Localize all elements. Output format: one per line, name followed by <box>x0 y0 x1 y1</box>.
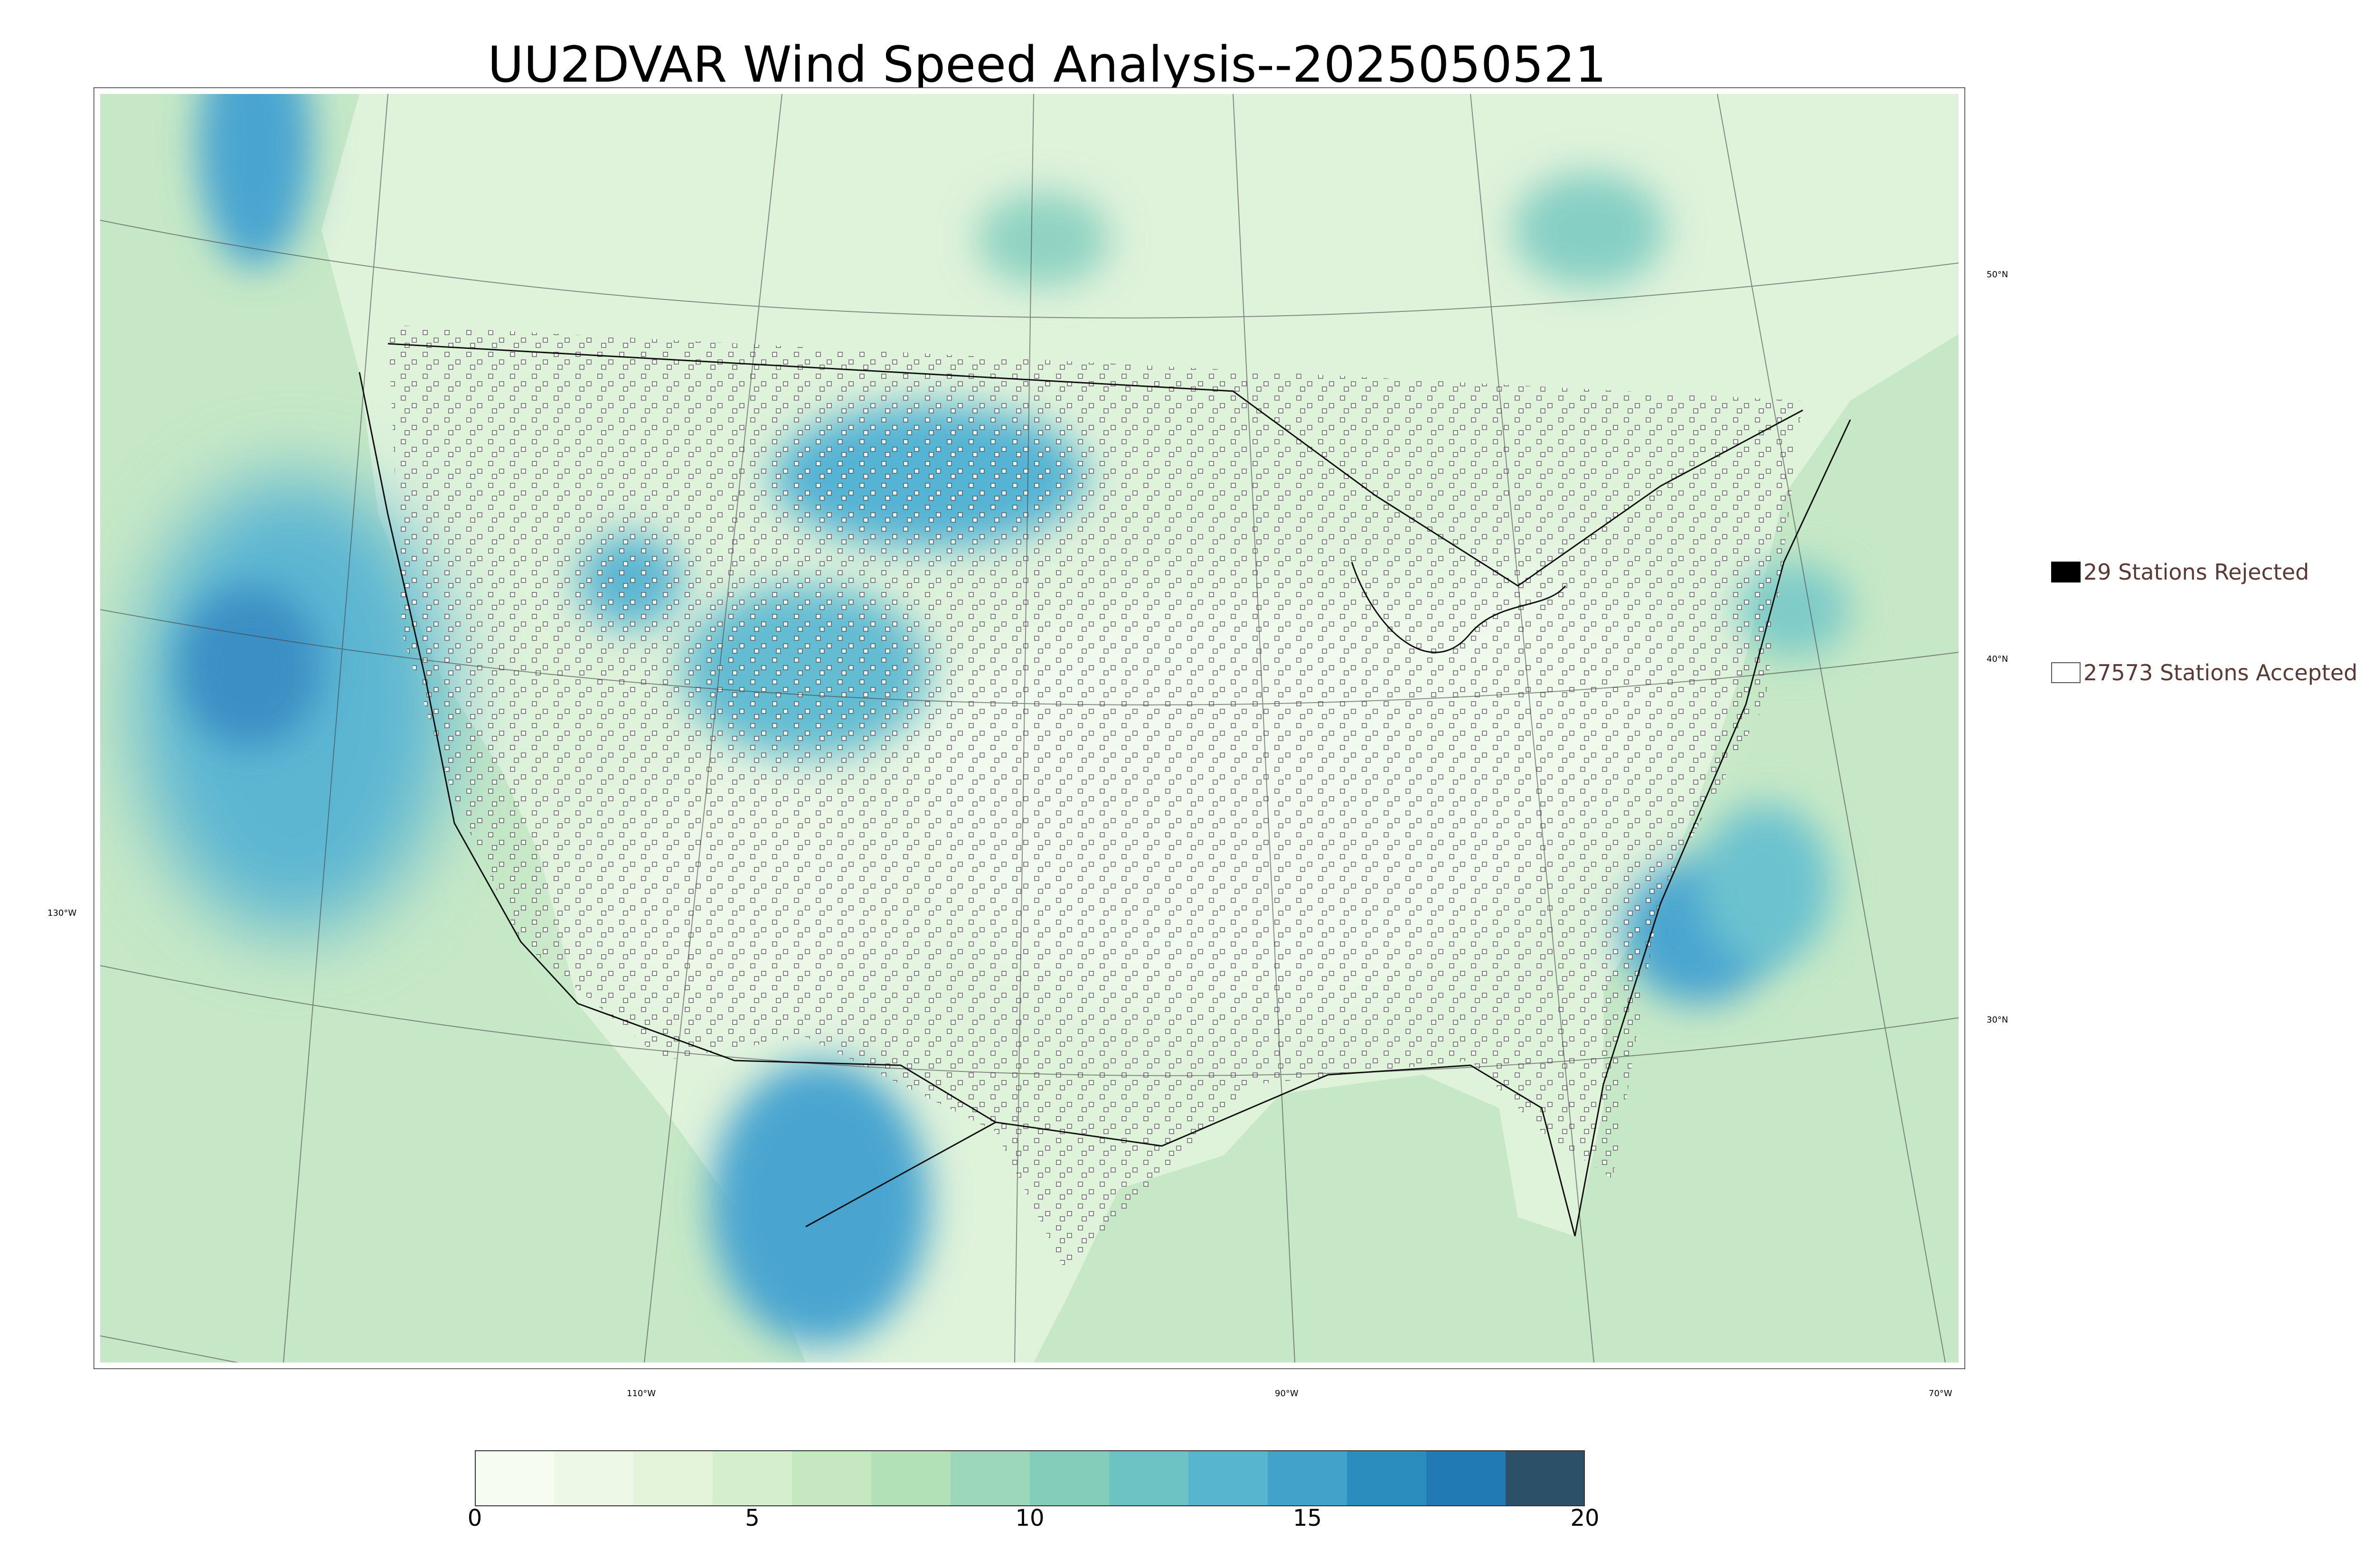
high-wind-region <box>1513 173 1665 287</box>
meridian-120w <box>283 94 388 1362</box>
lat-label-50n: 50°N <box>1987 270 2008 280</box>
colorbar-bin <box>1347 1450 1427 1506</box>
legend-accepted: 27573 Stations Accepted <box>2051 660 2357 685</box>
lat-label-30n: 30°N <box>1987 1015 2008 1025</box>
colorbar-bin <box>1188 1450 1268 1506</box>
colorbar-bin <box>792 1450 872 1506</box>
high-wind-region <box>179 586 321 747</box>
colorbar-bin <box>633 1450 713 1506</box>
lon-label-130w: 130°W <box>47 908 77 918</box>
high-wind-region <box>198 94 312 268</box>
lon-label-90w: 90°W <box>1275 1389 1299 1399</box>
wind-speed-map[interactable] <box>94 87 1965 1369</box>
colorbar-bin <box>1426 1450 1506 1506</box>
parallel-30n <box>100 965 1959 1076</box>
legend-accepted-swatch <box>2051 662 2081 683</box>
colorbar-tick-label: 10 <box>1015 1505 1045 1531</box>
colorbar-tick-label: 0 <box>467 1505 482 1531</box>
coastlines <box>358 343 1851 1237</box>
lon-label-70w: 70°W <box>1929 1389 1952 1399</box>
legend-rejected: 29 Stations Rejected <box>2051 559 2309 585</box>
colorbar-tick-label: 5 <box>745 1505 760 1531</box>
high-wind-region <box>711 1061 929 1345</box>
legend-rejected-label: 29 Stations Rejected <box>2083 559 2309 585</box>
high-wind-region <box>1698 804 1831 966</box>
meridian-110w <box>644 94 782 1362</box>
meridian-80w <box>1470 94 1594 1362</box>
colorbar-bin <box>1030 1450 1110 1506</box>
map-title: UU2DVAR Wind Speed Analysis--2025050521 <box>488 36 1607 94</box>
parallel-50n <box>100 220 1959 319</box>
station-markers <box>388 325 1803 1274</box>
graticule <box>100 94 1959 1362</box>
legend-accepted-label: 27573 Stations Accepted <box>2083 660 2358 685</box>
colorbar-bin <box>951 1450 1030 1506</box>
colorbar-bin <box>713 1450 792 1506</box>
colorbar-bin <box>475 1450 555 1506</box>
parallel-20n <box>100 1335 241 1362</box>
meridian-90w <box>1233 94 1295 1362</box>
meridian-70w <box>1717 94 1946 1362</box>
colorbar-bin <box>554 1450 634 1506</box>
colorbar-tick-label: 20 <box>1570 1505 1600 1531</box>
lon-label-110w: 110°W <box>627 1389 656 1399</box>
us-canada-border <box>387 343 1803 587</box>
colorbar-bin <box>1268 1450 1347 1506</box>
colorbar-bin <box>871 1450 951 1506</box>
colorbar-bin <box>1506 1450 1585 1506</box>
colorbar-tick-label: 15 <box>1292 1505 1322 1531</box>
meridian-100w <box>1014 94 1034 1362</box>
west-coast <box>358 372 579 1005</box>
colorbar <box>475 1450 1585 1506</box>
east-coast <box>1574 419 1851 1237</box>
high-wind-region <box>977 192 1110 287</box>
colorbar-bin <box>1109 1450 1189 1506</box>
parallel-40n <box>100 609 1959 705</box>
colorbar-border <box>475 1450 1585 1506</box>
map-content <box>100 94 1959 1362</box>
great-lakes <box>1351 562 1566 653</box>
legend-rejected-swatch <box>2051 562 2081 582</box>
us-mexico-border <box>577 1003 996 1123</box>
lat-label-40n: 40°N <box>1987 654 2008 664</box>
